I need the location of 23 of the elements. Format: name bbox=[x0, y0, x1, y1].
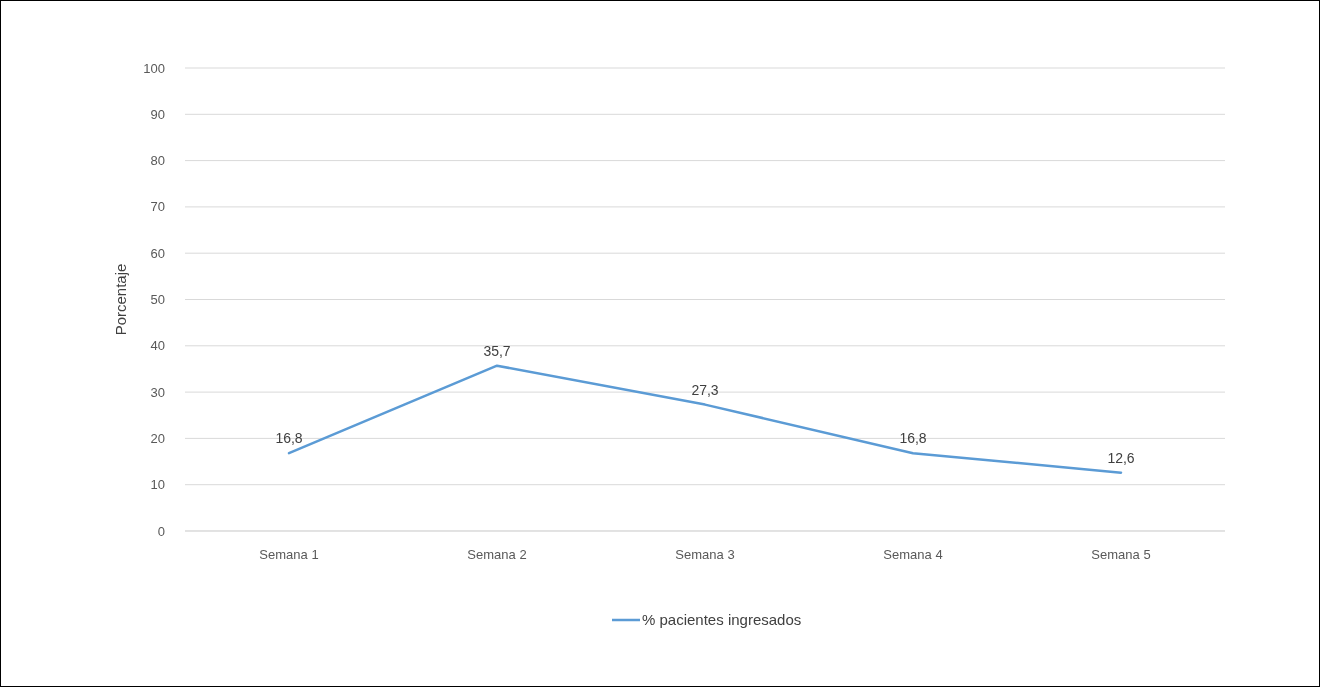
y-tick-label: 60 bbox=[150, 245, 165, 261]
y-tick-label: 100 bbox=[143, 60, 165, 76]
legend-label: % pacientes ingresados bbox=[642, 611, 802, 629]
x-tick-label: Semana 1 bbox=[259, 547, 319, 562]
data-label: 16,8 bbox=[899, 430, 927, 447]
y-tick-label: 80 bbox=[150, 153, 165, 169]
data-label: 35,7 bbox=[483, 342, 511, 359]
y-tick-label: 90 bbox=[150, 106, 165, 122]
y-axis-title: Porcentaje bbox=[112, 263, 129, 336]
y-tick-label: 40 bbox=[150, 338, 165, 354]
x-tick-label: Semana 2 bbox=[467, 547, 527, 562]
data-label: 27,3 bbox=[691, 381, 719, 398]
x-tick-label: Semana 5 bbox=[1091, 547, 1151, 562]
y-tick-label: 50 bbox=[150, 292, 165, 308]
x-tick-label: Semana 3 bbox=[675, 547, 735, 562]
y-tick-label: 20 bbox=[150, 430, 165, 446]
data-label: 12,6 bbox=[1107, 449, 1135, 466]
y-tick-label: 0 bbox=[157, 523, 165, 539]
y-tick-label: 10 bbox=[150, 477, 165, 493]
y-tick-label: 30 bbox=[150, 384, 165, 400]
y-tick-label: 70 bbox=[150, 199, 165, 215]
data-label: 16,8 bbox=[275, 430, 303, 447]
x-tick-label: Semana 4 bbox=[883, 547, 943, 562]
